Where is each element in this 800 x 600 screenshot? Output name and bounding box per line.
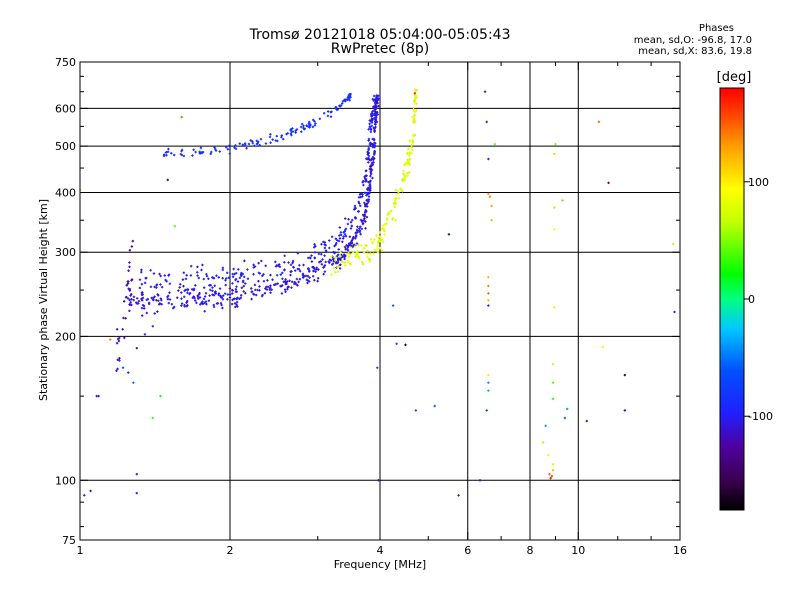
x-tick-label: 2 <box>227 544 234 557</box>
x-axis-label: Frequency [MHz] <box>334 558 426 571</box>
x-tick-label: 1 <box>77 544 84 557</box>
stats-x-mode: mean, sd,X: 83.6, 19.8 <box>638 46 752 57</box>
colorbar-tick-label: 0 <box>748 293 755 306</box>
stats-o-mode: mean, sd,O: -96.8, 17.0 <box>633 35 752 46</box>
stats-heading: Phases <box>698 23 734 34</box>
axes: 1 2 4 6 8 10 16 75 100 200 300 400 500 600 750 <box>55 56 687 557</box>
y-tick-label: 300 <box>55 246 76 259</box>
x-tick-label: 4 <box>377 544 384 557</box>
y-tick-label: 400 <box>55 186 76 199</box>
colorbar-tick-label: -100 <box>748 410 773 423</box>
plot-title: Tromsø 20121018 05:04:00-05:05:43 <box>249 27 511 43</box>
plot-subtitle: RwPretec (8p) <box>330 41 430 57</box>
colorbar-ticks: 100 0 -100 <box>744 176 773 423</box>
y-tick-label: 750 <box>55 56 76 69</box>
data-points <box>80 88 676 497</box>
y-tick-label: 100 <box>55 474 76 487</box>
grid-lines <box>80 62 680 540</box>
y-tick-label: 200 <box>55 330 76 343</box>
colorbar-tick-label: 100 <box>748 176 769 189</box>
x-tick-label: 6 <box>464 544 471 557</box>
y-tick-label: 500 <box>55 140 76 153</box>
y-axis-label: Stationary phase Virtual Height [km] <box>37 199 50 401</box>
x-tick-label: 16 <box>673 544 687 557</box>
y-tick-label: 75 <box>62 534 76 547</box>
x-tick-label: 10 <box>571 544 585 557</box>
colorbar <box>719 87 745 511</box>
colorbar-label: [deg] <box>717 70 752 85</box>
y-tick-label: 600 <box>55 102 76 115</box>
x-tick-label: 8 <box>527 544 534 557</box>
